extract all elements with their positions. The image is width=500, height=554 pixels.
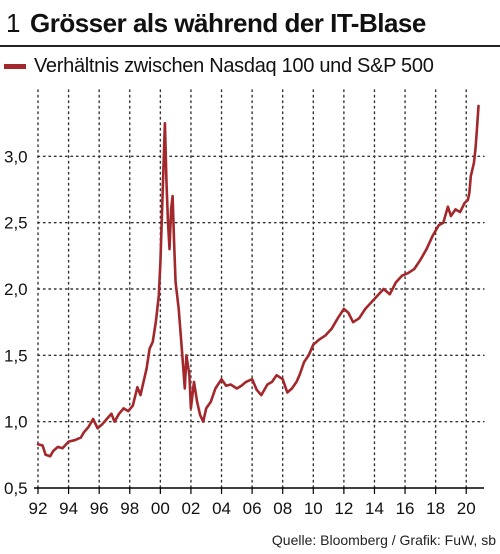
source-note: Quelle: Bloomberg / Grafik: FuW, sb xyxy=(271,532,496,548)
y-tick-label: 0,5 xyxy=(4,479,28,498)
x-tick-label: 18 xyxy=(426,499,445,518)
series xyxy=(36,104,480,458)
x-tick-label: 92 xyxy=(29,499,48,518)
chart-title: Grösser als während der IT-Blase xyxy=(30,8,426,38)
x-tick-label: 94 xyxy=(59,499,78,518)
x-tick-label: 02 xyxy=(181,499,200,518)
x-tick-label: 12 xyxy=(334,499,353,518)
x-tick-label: 04 xyxy=(212,499,231,518)
y-tick-label: 3,0 xyxy=(4,147,28,166)
x-tick-label: 10 xyxy=(304,499,323,518)
x-tick-label: 14 xyxy=(365,499,384,518)
tick-labels: 92 94 96 98 00 02 04 06 08 10 12 14 16 18 20 0,5 1,0 1,5 2… xyxy=(4,147,476,518)
x-tick-label: 06 xyxy=(243,499,262,518)
x-tick-label: 20 xyxy=(457,499,476,518)
series-line xyxy=(36,104,480,458)
x-tick-label: 16 xyxy=(396,499,415,518)
x-tick-label: 96 xyxy=(90,499,109,518)
legend-swatch xyxy=(4,64,26,69)
chart-header: 1 Grösser als während der IT-Blase xyxy=(0,0,500,46)
y-tick-label: 2,0 xyxy=(4,280,28,299)
y-tick-label: 1,5 xyxy=(4,346,28,365)
x-tick-label: 08 xyxy=(273,499,292,518)
grid xyxy=(37,89,485,489)
axes xyxy=(34,487,484,494)
title-rule xyxy=(0,45,500,47)
y-tick-label: 2,5 xyxy=(4,214,28,233)
x-tick-label: 98 xyxy=(120,499,139,518)
y-tick-label: 1,0 xyxy=(4,413,28,432)
legend-label: Verhältnis zwischen Nasdaq 100 und S&P 5… xyxy=(34,55,434,77)
figure-number: 1 xyxy=(6,8,21,38)
x-tick-label: 00 xyxy=(151,499,170,518)
